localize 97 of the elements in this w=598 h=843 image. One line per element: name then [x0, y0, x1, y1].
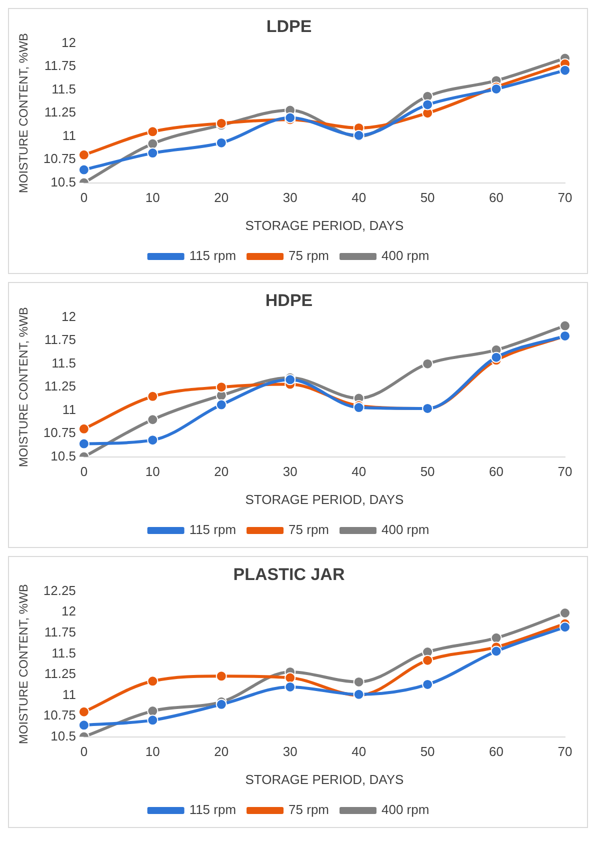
y-tick-label: 11: [62, 402, 76, 417]
y-tick-label: 10.75: [43, 708, 76, 723]
point: [560, 622, 570, 633]
x-tick-label: 0: [80, 744, 88, 760]
point: [560, 320, 570, 332]
y-tick-label: 10.5: [50, 728, 76, 744]
x-tick-label: 60: [489, 190, 504, 206]
point: [490, 632, 502, 644]
chart-title: HDPE: [265, 290, 313, 310]
point: [147, 414, 158, 426]
chart-title: PLASTIC JAR: [233, 564, 345, 584]
point: [490, 352, 502, 363]
y-tick-label: 11: [62, 128, 76, 143]
point: [560, 608, 570, 619]
point: [216, 698, 227, 710]
x-tick-label: 70: [558, 464, 572, 480]
y-tick-label: 11.75: [44, 624, 76, 640]
chart-title: LDPE: [266, 16, 312, 36]
x-tick-label: 70: [558, 190, 572, 206]
y-tick-label: 12: [61, 34, 76, 50]
x-tick-label: 10: [145, 464, 160, 480]
point: [490, 646, 502, 657]
point: [147, 390, 158, 402]
y-tick-label: 11.25: [44, 378, 76, 394]
point: [78, 438, 90, 450]
x-tick-label: 20: [214, 744, 229, 760]
y-tick-label: 12: [61, 308, 76, 324]
x-tick-label: 40: [352, 190, 366, 206]
x-tick-label: 60: [489, 744, 504, 760]
x-tick-label: 50: [420, 464, 435, 480]
y-tick-label: 12.25: [43, 582, 76, 598]
x-axis-title: STORAGE PERIOD, DAYS: [245, 218, 404, 233]
point: [560, 64, 570, 76]
x-tick-label: 0: [80, 190, 88, 206]
legend-label: 115 rpm: [189, 802, 236, 818]
point: [147, 676, 158, 687]
point: [78, 164, 90, 176]
y-tick-label: 11.5: [52, 645, 76, 660]
x-tick-label: 40: [352, 464, 366, 480]
point: [147, 138, 158, 150]
point: [422, 358, 434, 370]
y-axis-title: MOISTURE CONTENT, %WB: [16, 584, 31, 744]
x-tick-label: 50: [420, 744, 435, 760]
x-tick-label: 70: [558, 744, 572, 760]
point: [353, 676, 364, 688]
x-tick-label: 20: [214, 190, 229, 206]
legend-label: 115 rpm: [189, 522, 236, 538]
point: [216, 382, 227, 393]
y-tick-label: 10.5: [50, 174, 76, 190]
x-tick-label: 40: [352, 744, 366, 760]
point: [422, 678, 434, 690]
y-tick-label: 11.25: [44, 666, 76, 682]
x-tick-label: 30: [282, 464, 298, 480]
point: [216, 137, 227, 148]
y-tick-label: 11.25: [44, 104, 76, 120]
point: [284, 672, 296, 684]
point: [147, 148, 158, 159]
y-tick-label: 10.75: [43, 151, 76, 166]
legend-label: 400 rpm: [382, 802, 430, 818]
y-tick-label: 11: [62, 686, 76, 702]
legend-label: 75 rpm: [288, 802, 330, 818]
point: [147, 714, 158, 726]
y-axis-title: MOISTURE CONTENT, %WB: [16, 33, 31, 194]
y-tick-label: 10.75: [43, 425, 76, 440]
x-tick-label: 30: [282, 744, 298, 760]
point: [78, 423, 90, 434]
y-tick-label: 11.75: [44, 332, 76, 348]
point: [422, 99, 434, 110]
legend-label: 400 rpm: [382, 522, 430, 538]
point: [78, 706, 90, 718]
y-tick-label: 10.5: [50, 448, 76, 464]
x-axis-title: STORAGE PERIOD, DAYS: [245, 772, 404, 787]
legend-label: 115 rpm: [189, 248, 236, 264]
point: [78, 720, 90, 731]
x-tick-label: 60: [489, 464, 504, 480]
x-tick-label: 10: [145, 190, 160, 206]
y-tick-label: 11.75: [44, 58, 76, 74]
y-tick-label: 11.5: [52, 355, 76, 370]
y-axis-title: MOISTURE CONTENT, %WB: [16, 307, 31, 468]
legend-label: 75 rpm: [288, 248, 330, 264]
point: [284, 681, 296, 692]
point: [422, 654, 434, 666]
legend-label: 75 rpm: [288, 522, 330, 538]
x-tick-label: 30: [282, 190, 298, 206]
y-tick-label: 11.5: [52, 81, 76, 96]
x-tick-label: 0: [80, 464, 88, 480]
y-tick-label: 12: [61, 604, 76, 619]
x-axis-title: STORAGE PERIOD, DAYS: [245, 492, 404, 507]
x-tick-label: 50: [420, 190, 435, 206]
point: [78, 149, 90, 160]
point: [216, 399, 227, 410]
x-tick-label: 20: [214, 464, 229, 480]
point: [147, 126, 158, 138]
point: [147, 434, 158, 446]
legend-label: 400 rpm: [382, 248, 430, 264]
point: [216, 670, 227, 682]
x-tick-label: 10: [145, 744, 160, 760]
